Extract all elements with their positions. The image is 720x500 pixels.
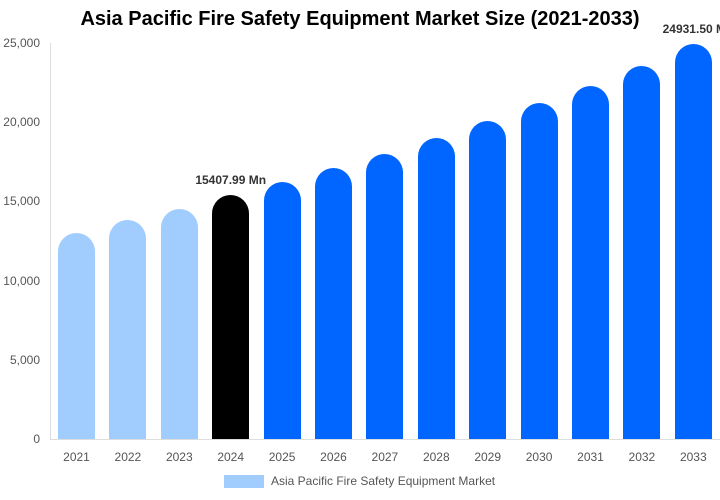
bar-2021[interactable] <box>58 233 95 439</box>
bar-2023[interactable] <box>160 208 198 439</box>
bar-2025[interactable] <box>263 182 301 439</box>
bar-2032[interactable] <box>623 65 661 439</box>
x-axis-line <box>50 439 720 440</box>
legend[interactable]: Asia Pacific Fire Safety Equipment Marke… <box>224 474 495 488</box>
x-tick-label: 2029 <box>474 450 502 464</box>
y-tick-label: 5,000 <box>9 352 40 367</box>
x-tick-label: 2024 <box>217 450 245 464</box>
chart-title: Asia Pacific Fire Safety Equipment Marke… <box>80 8 640 30</box>
x-tick-label: 2022 <box>114 450 142 464</box>
x-tick-label: 2026 <box>320 450 347 464</box>
x-tick-label: 2031 <box>577 450 604 464</box>
bar-2029[interactable] <box>469 120 507 439</box>
y-tick-label: 25,000 <box>3 36 40 50</box>
y-tick-label: 10,000 <box>3 273 40 288</box>
y-tick-label: 20,000 <box>3 115 40 130</box>
bar-2024[interactable] <box>212 194 250 439</box>
data-label-2024: 15407.99 Mn <box>195 172 267 187</box>
x-tick-label: 2023 <box>165 450 193 464</box>
x-tick-label: 2021 <box>63 450 90 464</box>
y-axis-line <box>50 43 51 439</box>
y-tick-label: 0 <box>33 432 40 446</box>
x-tick-label: 2033 <box>679 450 707 464</box>
bar-2028[interactable] <box>417 138 455 439</box>
x-tick-label: 2028 <box>422 450 450 464</box>
bar-2022[interactable] <box>109 220 147 439</box>
x-tick-label: 2027 <box>371 450 399 464</box>
bar-2027[interactable] <box>366 153 404 439</box>
legend-label: Asia Pacific Fire Safety Equipment Marke… <box>271 474 496 488</box>
bar-2026[interactable] <box>315 168 352 439</box>
x-tick-label: 2030 <box>525 450 553 464</box>
x-tick-label: 2032 <box>628 450 656 464</box>
bar-2031[interactable] <box>572 85 609 439</box>
bar-2030[interactable] <box>520 103 558 439</box>
bar-2033[interactable] <box>674 44 712 439</box>
data-label-2033: 24931.50 M <box>662 22 720 37</box>
legend-swatch <box>224 474 264 488</box>
y-tick-label: 15,000 <box>3 194 40 209</box>
x-tick-label: 2025 <box>268 450 296 464</box>
